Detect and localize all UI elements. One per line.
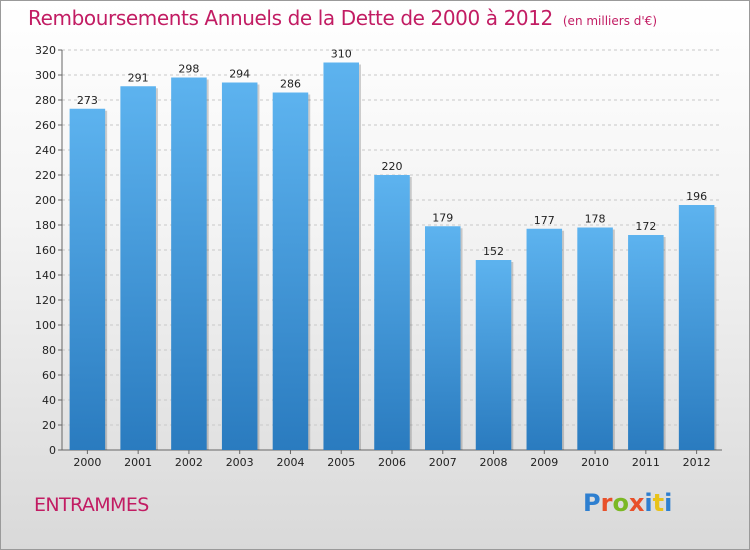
y-tick-label: 160 <box>35 244 56 257</box>
bar <box>678 205 715 450</box>
bar <box>425 226 461 450</box>
chart-title-text: Remboursements Annuels de la Dette de 20… <box>28 6 553 30</box>
x-tick-label: 2007 <box>429 456 457 469</box>
x-tick-label: 2009 <box>530 456 558 469</box>
logo-letter: r <box>600 489 613 517</box>
x-tick-label: 2012 <box>683 456 711 469</box>
bar-value-label: 273 <box>77 94 98 107</box>
y-tick-label: 280 <box>35 94 56 107</box>
proxiti-logo: Proxiti <box>583 489 672 517</box>
x-tick-label: 2001 <box>124 456 152 469</box>
y-tick-label: 180 <box>35 219 56 232</box>
y-tick-label: 20 <box>42 419 56 432</box>
x-tick-label: 2003 <box>226 456 254 469</box>
bar-value-label: 179 <box>432 211 453 224</box>
bar <box>323 62 359 450</box>
x-tick-label: 2011 <box>632 456 660 469</box>
commune-name: ENTRAMMES <box>34 494 149 516</box>
bar <box>120 86 156 450</box>
y-tick-label: 120 <box>35 294 56 307</box>
bar <box>475 260 512 450</box>
logo-letter: P <box>583 489 601 517</box>
bar-value-label: 298 <box>178 63 199 76</box>
bar-value-label: 294 <box>229 68 250 81</box>
y-tick-label: 260 <box>35 119 56 132</box>
bar-value-label: 220 <box>382 160 403 173</box>
bar <box>374 175 410 450</box>
x-tick-label: 2004 <box>276 456 304 469</box>
bar-value-label: 310 <box>331 48 352 61</box>
logo-letter: o <box>612 489 629 517</box>
y-tick-label: 80 <box>42 344 56 357</box>
bar-value-label: 286 <box>280 78 301 91</box>
y-tick-label: 60 <box>42 369 56 382</box>
bar <box>526 228 563 450</box>
x-tick-label: 2008 <box>480 456 508 469</box>
bar <box>171 77 207 450</box>
x-tick-label: 2005 <box>327 456 355 469</box>
bar <box>577 227 613 450</box>
bar <box>628 235 664 450</box>
x-tick-label: 2000 <box>73 456 101 469</box>
x-tick-label: 2006 <box>378 456 406 469</box>
chart-unit-label: (en milliers d'€) <box>562 14 657 28</box>
logo-letter: t <box>652 489 665 517</box>
chart-title: Remboursements Annuels de la Dette de 20… <box>28 6 657 30</box>
bar-value-label: 291 <box>128 71 149 84</box>
y-tick-label: 300 <box>35 69 56 82</box>
bar-value-label: 196 <box>686 190 707 203</box>
bar-value-label: 172 <box>635 220 656 233</box>
y-tick-label: 140 <box>35 269 56 282</box>
y-tick-label: 0 <box>49 444 56 457</box>
y-tick-label: 220 <box>35 169 56 182</box>
y-tick-label: 200 <box>35 194 56 207</box>
logo-letter: i <box>644 489 653 517</box>
y-tick-label: 320 <box>35 44 56 57</box>
x-tick-label: 2010 <box>581 456 609 469</box>
y-tick-label: 240 <box>35 144 56 157</box>
bar <box>69 108 106 450</box>
bar-value-label: 178 <box>585 213 606 226</box>
bar-value-label: 152 <box>483 245 504 258</box>
bars <box>69 62 717 450</box>
bar <box>272 92 309 450</box>
x-tick-label: 2002 <box>175 456 203 469</box>
labels: 2000 273 2001 291 2002 298 2003 294 2004 286 2005 3… <box>73 48 710 470</box>
y-tick-label: 40 <box>42 394 56 407</box>
logo-letter: x <box>628 489 645 517</box>
y-tick-label: 100 <box>35 319 56 332</box>
bar <box>221 82 258 450</box>
bar-value-label: 177 <box>534 214 555 227</box>
logo-letter: i <box>664 489 673 517</box>
